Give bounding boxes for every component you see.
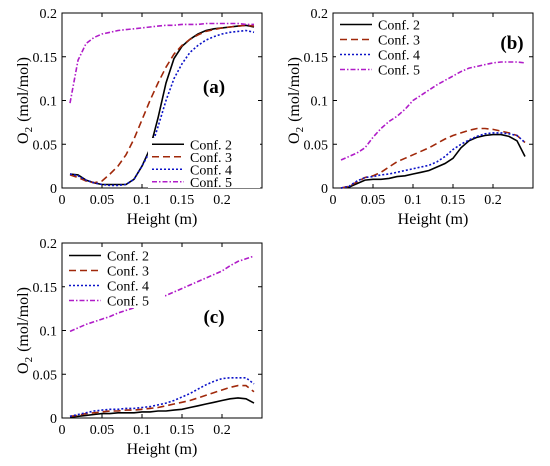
y-axis-label-sub: 2 bbox=[23, 357, 35, 363]
y-axis-label-main: O bbox=[15, 362, 32, 374]
y-axis-label: O2 (mol/mol) bbox=[15, 57, 35, 144]
legend-entry: Conf. 4 bbox=[378, 49, 420, 64]
y-tick-label: 0 bbox=[321, 182, 328, 197]
y-tick-label: 0 bbox=[50, 182, 57, 197]
series-line-conf-3 bbox=[69, 384, 255, 418]
legend-box bbox=[336, 17, 446, 77]
x-tick-label: 0.15 bbox=[441, 193, 466, 208]
legend-entry: Conf. 4 bbox=[190, 163, 232, 178]
x-tick-label: 0.1 bbox=[133, 423, 151, 438]
y-tick-label: 0.1 bbox=[40, 325, 58, 340]
legend-entry: Conf. 2 bbox=[190, 138, 232, 153]
y-tick-label: 0.15 bbox=[33, 51, 58, 66]
legend-entry: Conf. 2 bbox=[378, 19, 420, 34]
y-tick-label: 0.2 bbox=[40, 237, 58, 252]
y-tick-label: 0.15 bbox=[33, 281, 58, 296]
panel-label: (c) bbox=[203, 307, 224, 328]
x-tick-label: 0.15 bbox=[170, 423, 195, 438]
panel-label: (b) bbox=[500, 33, 523, 54]
legend-entry: Conf. 5 bbox=[378, 64, 420, 79]
series-line-conf-5 bbox=[340, 61, 526, 161]
x-tick-label: 0.1 bbox=[133, 193, 151, 208]
series-line-conf-4 bbox=[69, 29, 255, 187]
legend-entry: Conf. 5 bbox=[190, 176, 232, 191]
y-axis-label-main: O bbox=[286, 132, 303, 144]
chart-panel-1: 0 0.05 0.1 0.15 0.2 0 0.05 0.1 0.15 0.2 Height (m)… bbox=[286, 7, 534, 228]
y-tick-label: 0 bbox=[50, 412, 57, 427]
y-tick-label: 0.05 bbox=[33, 138, 58, 153]
x-tick-label: 0.15 bbox=[170, 193, 195, 208]
panel-label: (a) bbox=[203, 77, 225, 98]
chart-panel-2: 0 0.05 0.1 0.15 0.2 0 0.05 0.1 0.15 0.2 Height (m)… bbox=[15, 237, 263, 458]
x-tick-label: 0.2 bbox=[213, 423, 231, 438]
y-tick-label: 0.15 bbox=[304, 51, 329, 66]
y-tick-label: 0.1 bbox=[40, 95, 58, 110]
legend-entry: Conf. 3 bbox=[107, 265, 149, 280]
x-tick-label: 0.2 bbox=[484, 193, 502, 208]
series-line-conf-3 bbox=[69, 24, 255, 184]
series-line-conf-4 bbox=[340, 132, 526, 189]
series-line-conf-2 bbox=[340, 133, 526, 189]
series-line-conf-4 bbox=[69, 376, 255, 418]
x-tick-label: 0.1 bbox=[404, 193, 422, 208]
y-axis-label-sub: 2 bbox=[23, 127, 35, 133]
x-axis-label: Height (m) bbox=[398, 211, 469, 228]
y-axis-label-unit: (mol/mol) bbox=[15, 57, 32, 122]
chart-panel-0: 0 0.05 0.1 0.15 0.2 0 0.05 0.1 0.15 0.2 Height (m)… bbox=[15, 7, 263, 228]
legend-entry: Conf. 4 bbox=[107, 280, 149, 295]
y-tick-label: 0.2 bbox=[311, 7, 329, 22]
y-tick-label: 0.1 bbox=[311, 95, 329, 110]
legend-entry: Conf. 3 bbox=[378, 34, 420, 49]
x-axis-label: Height (m) bbox=[127, 441, 198, 458]
legend-entry: Conf. 5 bbox=[107, 295, 149, 310]
x-tick-label: 0.2 bbox=[213, 193, 231, 208]
y-tick-label: 0.05 bbox=[304, 138, 329, 153]
x-axis-label: Height (m) bbox=[127, 211, 198, 228]
x-tick-label: 0 bbox=[59, 423, 66, 438]
series-line-conf-2 bbox=[69, 397, 255, 418]
y-tick-label: 0.05 bbox=[33, 368, 58, 383]
x-tick-label: 0.05 bbox=[90, 193, 115, 208]
x-tick-label: 0 bbox=[59, 193, 66, 208]
legend-entry: Conf. 3 bbox=[190, 151, 232, 166]
legend-box bbox=[148, 138, 260, 188]
y-axis-label-unit: (mol/mol) bbox=[286, 57, 303, 122]
legend-box bbox=[65, 248, 165, 308]
y-axis-label-main: O bbox=[15, 132, 32, 144]
x-tick-label: 0.05 bbox=[361, 193, 386, 208]
y-axis-label-unit: (mol/mol) bbox=[15, 287, 32, 352]
legend-entry: Conf. 2 bbox=[107, 250, 149, 265]
y-axis-label-sub: 2 bbox=[294, 127, 306, 133]
y-tick-label: 0.2 bbox=[40, 7, 58, 22]
x-tick-label: 0 bbox=[330, 193, 337, 208]
series-line-conf-5 bbox=[69, 22, 254, 104]
y-axis-label: O2 (mol/mol) bbox=[286, 57, 306, 144]
x-tick-label: 0.05 bbox=[90, 423, 115, 438]
y-axis-label: O2 (mol/mol) bbox=[15, 287, 35, 374]
